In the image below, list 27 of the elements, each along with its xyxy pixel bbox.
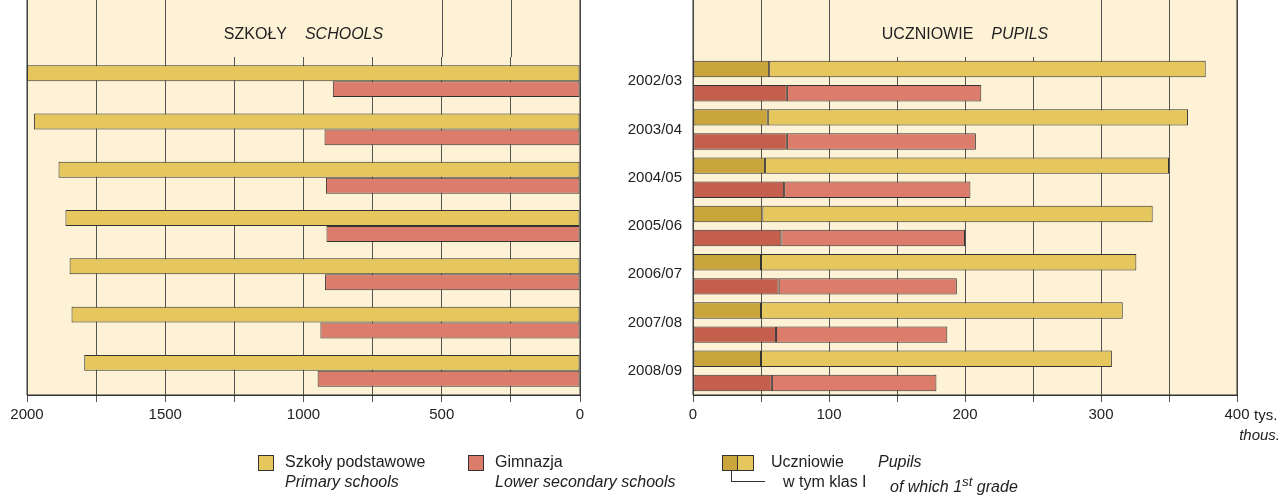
y-tick-label: 2002/03 — [627, 71, 683, 89]
chart-subtitle: PUPILS — [991, 25, 1049, 43]
x-tick-label: 2000 — [10, 405, 44, 423]
y-tick-label: 2005/06 — [627, 216, 683, 234]
legend-label: Szkoły podstawowe Primary schools — [285, 452, 426, 492]
x-tick-label: 300 — [1088, 405, 1114, 423]
chart-subtitle: SCHOOLS — [304, 25, 384, 43]
x-tick-label: 0 — [575, 405, 585, 423]
x-tick-label: 0 — [688, 405, 698, 423]
text: Pupils — [878, 452, 922, 472]
text: Uczniowie — [771, 452, 844, 472]
x-tick-label: 1500 — [148, 405, 182, 423]
x-tick-label: 100 — [816, 405, 842, 423]
legend-label: Gimnazja Lower secondary schools — [495, 452, 676, 492]
text: of which 1$^{st}$ grade — [890, 473, 1018, 497]
y-tick-label: 2003/04 — [627, 119, 683, 137]
y-tick-label: 2007/08 — [627, 312, 683, 330]
y-tick-label: 2008/09 — [627, 361, 683, 378]
x-tick-label: 400 — [1224, 405, 1250, 423]
x-tick-label: 500 — [429, 405, 455, 423]
x-tick-label: 200 — [952, 405, 978, 423]
y-tick-label: 2004/05 — [627, 167, 683, 185]
x-tick-label: 1000 — [286, 405, 321, 423]
chart-title: UCZNIOWIE — [881, 25, 974, 43]
text: w tym klas I — [783, 472, 867, 492]
chart-title: SZKOŁY — [223, 25, 288, 43]
y-tick-label: 2006/07 — [627, 264, 683, 282]
